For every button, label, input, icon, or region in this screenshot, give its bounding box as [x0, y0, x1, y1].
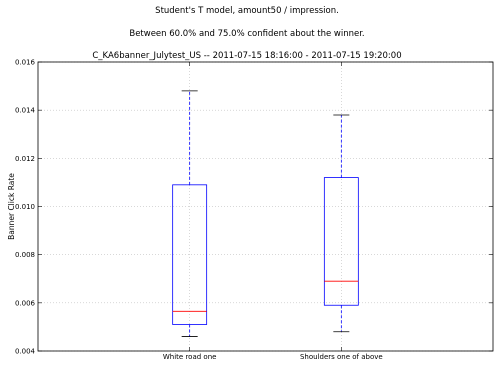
box-2: [323, 114, 359, 333]
y-tick-label: 0.012: [15, 155, 35, 163]
box-layer: [172, 90, 359, 337]
grid-layer: [38, 61, 493, 352]
y-axis-label: Banner Click Rate: [7, 173, 16, 240]
y-tick-label: 0.016: [15, 59, 36, 67]
y-tick-label: 0.004: [15, 348, 36, 356]
x-tick-label: Shoulders one of above: [300, 353, 383, 361]
iqr-box: [172, 184, 208, 325]
tick-layer: 0.004 0.006 0.008 0.010 0.012 0.014 0.016 White…: [15, 59, 493, 361]
plot-frame: [37, 61, 494, 352]
chart-title-line-1: Student's T model, amount50 / impression…: [155, 6, 339, 16]
x-tick-label: White road one: [163, 353, 217, 361]
y-tick-label: 0.008: [15, 251, 35, 259]
y-tick-label: 0.014: [15, 107, 36, 115]
iqr-box: [323, 177, 359, 306]
y-tick-label: 0.010: [15, 203, 35, 211]
y-tick-label: 0.006: [15, 299, 36, 307]
chart-title-line-2: Between 60.0% and 75.0% confident about …: [129, 29, 365, 39]
chart-title-line-3: C_KA6banner_Julytest_US -- 2011-07-15 18…: [92, 51, 402, 61]
box-1: [172, 90, 208, 337]
